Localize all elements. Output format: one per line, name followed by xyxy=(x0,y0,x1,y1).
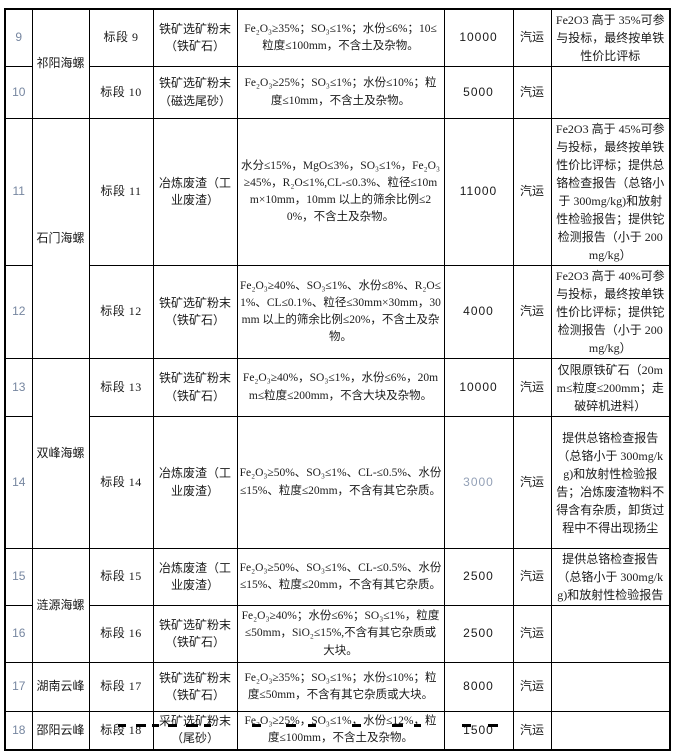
transport-cell: 汽运 xyxy=(512,265,552,359)
row-number: 16 xyxy=(4,605,33,663)
transport-cell: 汽运 xyxy=(512,662,552,712)
company-cell: 涟源海螺 xyxy=(31,548,90,663)
row-number: 11 xyxy=(4,118,33,266)
row-number: 17 xyxy=(4,662,33,712)
quantity-cell: 2500 xyxy=(443,605,514,663)
material-cell: 采矿选矿粉末（尾砂） xyxy=(152,710,238,751)
section-cell: 标段 10 xyxy=(88,66,154,119)
row-number: 13 xyxy=(4,358,33,417)
notes-cell: 仅限原铁矿石（20mm≤粒度≤200mm；走破碎机进料） xyxy=(550,358,671,417)
section-cell: 标段 13 xyxy=(88,358,154,417)
transport-cell: 汽运 xyxy=(512,548,552,606)
material-cell: 冶炼废渣（工业废渣） xyxy=(152,118,238,266)
material-cell: 铁矿选矿粉末（铁矿石） xyxy=(152,605,238,663)
section-cell: 标段 18 xyxy=(88,710,154,751)
quantity-cell: 2500 xyxy=(443,548,514,606)
transport-cell: 汽运 xyxy=(512,358,552,417)
quantity-cell: 11000 xyxy=(443,118,514,266)
section-cell: 标段 17 xyxy=(88,662,154,712)
material-cell: 铁矿选矿粉末（磁选尾砂） xyxy=(152,66,238,119)
quantity-cell: 8000 xyxy=(443,662,514,712)
material-cell: 冶炼废渣（工业废渣） xyxy=(152,548,238,606)
table-row: 13 双峰海螺 标段 13 铁矿选矿粉末（铁矿石） Fe₂O₃≥40%，SO₃≤… xyxy=(4,358,671,549)
quantity-cell: 10000 xyxy=(443,8,514,67)
transport-cell: 汽运 xyxy=(512,66,552,119)
table-row: 16 标段 16 铁矿选矿粉末（铁矿石） Fe₂O₃≥40%；水份≤6%；SO₃… xyxy=(4,605,671,663)
row-number: 12 xyxy=(4,265,33,359)
company-cell: 祁阳海螺 xyxy=(31,8,90,119)
quantity-cell: 4000 xyxy=(443,265,514,359)
notes-cell xyxy=(550,605,671,663)
section-cell: 标段 11 xyxy=(88,118,154,266)
row-number: 9 xyxy=(4,8,33,67)
transport-cell: 汽运 xyxy=(512,605,552,663)
row-number: 15 xyxy=(4,548,33,606)
material-cell: 铁矿选矿粉末（铁矿石） xyxy=(152,265,238,359)
notes-cell: Fe2O3 高于 45%可参与投标，最终按单铁性价比评标；提供总铬检查报告（总铬… xyxy=(550,118,671,266)
row-number: 18 xyxy=(4,710,33,751)
material-cell: 铁矿选矿粉末（铁矿石） xyxy=(152,8,238,67)
transport-cell: 汽运 xyxy=(512,8,552,67)
row-number: 10 xyxy=(4,66,33,119)
quantity-cell: 1500 xyxy=(443,710,514,751)
spec-cell: Fe₂O₃≥40%、SO₃≤1%、水份≤8%、R₂O≤1%、CL≤0.1%、粒径… xyxy=(236,265,445,359)
company-cell: 湖南云峰 xyxy=(31,662,90,712)
section-cell: 标段 12 xyxy=(88,265,154,359)
notes-cell: Fe2O3 高于 40%可参与投标，最终按单铁性价比评标；提供铊检测报告（小于 … xyxy=(550,265,671,359)
spec-cell: Fe₂O₃≥25%；SO₃≤1%；水份≤10%；粒度≤10mm，不含土及杂物。 xyxy=(236,66,445,119)
table-row: 11 石门海螺 标段 11 冶炼废渣（工业废渣） 水分≤15%，MgO≤3%，S… xyxy=(4,118,671,359)
clipped-text-fragment xyxy=(0,724,673,730)
table-row: 15 涟源海螺 标段 15 冶炼废渣（工业废渣） Fe₂O₃≥50%、SO₃≤1… xyxy=(4,548,671,663)
table-row: 14 标段 14 冶炼废渣（工业废渣） Fe₂O₃≥50%、SO₃≤1%、CL-… xyxy=(4,416,671,549)
spec-cell: Fe₂O₃≥35%；SO₃≤1%；水份≤10%；粒度≤50mm，不含有其它杂质或… xyxy=(236,662,445,712)
section-cell: 标段 16 xyxy=(88,605,154,663)
notes-cell: Fe2O3 高于 35%可参与投标，最终按单铁性价比评标 xyxy=(550,8,671,67)
section-cell: 标段 14 xyxy=(88,416,154,549)
quantity-cell: 10000 xyxy=(443,358,514,417)
quantity-cell: 3000 xyxy=(443,416,514,549)
company-cell: 双峰海螺 xyxy=(31,358,90,549)
table-row: 12 标段 12 铁矿选矿粉末（铁矿石） Fe₂O₃≥40%、SO₃≤1%、水份… xyxy=(4,265,671,359)
spec-cell: Fe₂O₃≥35%；SO₃≤1%；水份≤6%；10≤粒度≤100mm，不含土及杂… xyxy=(236,8,445,67)
company-cell: 石门海螺 xyxy=(31,118,90,359)
bid-sections-table: 9 祁阳海螺 标段 9 铁矿选矿粉末（铁矿石） Fe₂O₃≥35%；SO₃≤1%… xyxy=(4,8,671,751)
section-cell: 标段 9 xyxy=(88,8,154,67)
transport-cell: 汽运 xyxy=(512,416,552,549)
spec-cell: Fe₂O₃≥25%，SO₃≤1%，水份≤12%，粒度≤100mm，不含土及杂物。 xyxy=(236,710,445,751)
material-cell: 冶炼废渣（工业废渣） xyxy=(152,416,238,549)
notes-cell xyxy=(550,710,671,751)
section-cell: 标段 15 xyxy=(88,548,154,606)
table-row: 17 湖南云峰 标段 17 铁矿选矿粉末（铁矿石） Fe₂O₃≥35%；SO₃≤… xyxy=(4,662,671,712)
notes-cell: 提供总铬检查报告（总铬小于 300mg/kg)和放射性检验报告 xyxy=(550,548,671,606)
spec-cell: Fe₂O₃≥50%、SO₃≤1%、CL-≤0.5%、水份≤15%、粒度≤20mm… xyxy=(236,548,445,606)
transport-cell: 汽运 xyxy=(512,710,552,751)
notes-cell xyxy=(550,66,671,119)
company-cell: 邵阳云峰 xyxy=(31,710,90,751)
row-number: 14 xyxy=(4,416,33,549)
spec-cell: Fe₂O₃≥40%；水份≤6%；SO₃≤1%，粒度≤50mm，SiO₂≤15%,… xyxy=(236,605,445,663)
table-row: 10 标段 10 铁矿选矿粉末（磁选尾砂） Fe₂O₃≥25%；SO₃≤1%；水… xyxy=(4,66,671,119)
notes-cell: 提供总铬检查报告（总铬小于 300mg/kg)和放射性检验报告；冶炼废渣物料不得… xyxy=(550,416,671,549)
table-row: 18 邵阳云峰 标段 18 采矿选矿粉末（尾砂） Fe₂O₃≥25%，SO₃≤1… xyxy=(4,710,671,751)
spec-cell: Fe₂O₃≥50%、SO₃≤1%、CL-≤0.5%、水份≤15%、粒度≤20mm… xyxy=(236,416,445,549)
material-cell: 铁矿选矿粉末（铁矿石） xyxy=(152,662,238,712)
transport-cell: 汽运 xyxy=(512,118,552,266)
material-cell: 铁矿选矿粉末（铁矿石） xyxy=(152,358,238,417)
quantity-cell: 5000 xyxy=(443,66,514,119)
spec-cell: Fe₂O₃≥40%，SO₃≤1%，水份≤6%，20mm≤粒度≤200mm，不含大… xyxy=(236,358,445,417)
notes-cell xyxy=(550,662,671,712)
spec-cell: 水分≤15%，MgO≤3%，SO₃≤1%，Fe₂O₃≥45%，R₂O≤1%,CL… xyxy=(236,118,445,266)
table-row: 9 祁阳海螺 标段 9 铁矿选矿粉末（铁矿石） Fe₂O₃≥35%；SO₃≤1%… xyxy=(4,8,671,119)
